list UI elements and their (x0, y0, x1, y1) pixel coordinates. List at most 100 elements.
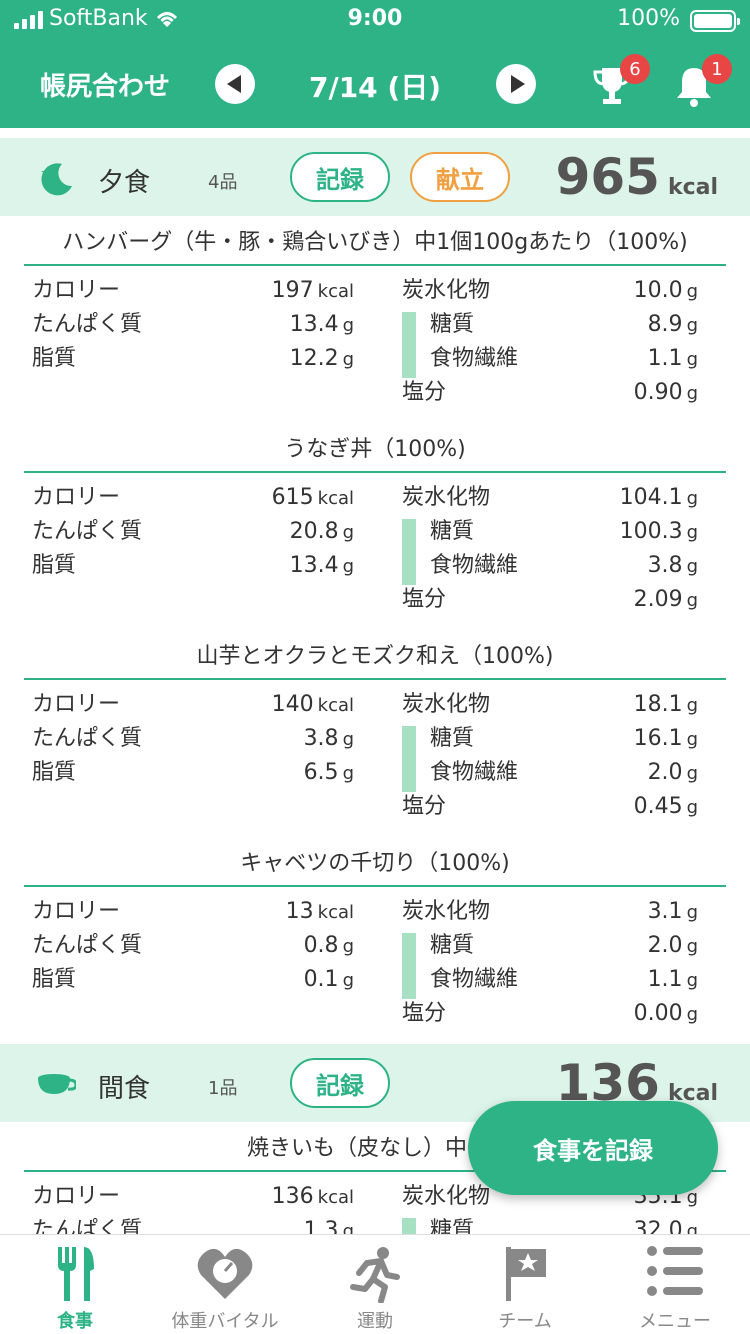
salt-label: 塩分 (402, 1001, 447, 1026)
calorie-label: カロリー (32, 485, 121, 510)
fat-label: 脂質 (32, 346, 77, 371)
food-item[interactable]: 山芋とオクラとモズク和え（100%) カロリー 140 kcal 炭水化物 18.1 g たん… (0, 630, 750, 837)
nutrient-table: カロリー 615 kcal 炭水化物 104.1 g たんぱく質 20.8 g 糖質 100.3 g 脂… (24, 473, 726, 630)
tab-exercise[interactable]: 運動 (300, 1235, 450, 1334)
food-item[interactable]: キャベツの千切り（100%) カロリー 13 kcal 炭水化物 3.1 g たんぱく質 0.8… (0, 837, 750, 1044)
calorie-label: カロリー (32, 278, 121, 303)
protein-label: たんぱく質 (32, 1218, 143, 1234)
nav-bar: 帳尻合わせ 7/14 (日) 6 1 (0, 40, 750, 128)
protein-label: たんぱく質 (32, 933, 143, 958)
notification-button[interactable]: 1 (672, 54, 732, 108)
fiber-value: 1.1 g (647, 346, 698, 371)
fiber-value: 3.8 g (647, 553, 698, 578)
current-date[interactable]: 7/14 (日) (308, 71, 442, 104)
carbs-value: 104.1 g (619, 485, 698, 510)
fork-knife-icon (58, 1247, 94, 1301)
tab-meal[interactable]: 食事 (0, 1235, 150, 1334)
fat-value: 12.2 g (289, 346, 354, 371)
nutrient-table: カロリー 136 kcal 炭水化物 35.1 g たんぱく質 1.3 g 糖質 32.0 g (24, 1172, 726, 1234)
sugar-value: 32.0 g (633, 1218, 698, 1234)
fat-value: 0.1 g (303, 967, 354, 992)
food-name: うなぎ丼（100%) (24, 423, 726, 473)
protein-value: 3.8 g (303, 726, 354, 751)
calorie-value: 140 kcal (271, 692, 354, 717)
meal-item-count: 1品 (208, 1078, 238, 1099)
food-item[interactable]: ハンバーグ（牛・豚・鶏合いびき）中1個100gあたり（100%) カロリー 197 k… (0, 216, 750, 423)
carbs-label: 炭水化物 (402, 485, 491, 510)
tab-team[interactable]: チーム (450, 1235, 600, 1334)
sugar-bar (402, 1218, 416, 1234)
meal-list[interactable]: 夕食 4品 記録 献立 965 kcal ハンバーグ（牛・豚・鶏合いびき）中1個… (0, 128, 750, 1234)
battery-icon (690, 10, 740, 32)
menu-button[interactable]: 献立 (410, 152, 510, 202)
carrier: SoftBank (14, 6, 180, 31)
calorie-value: 197 kcal (271, 278, 354, 303)
food-name: ハンバーグ（牛・豚・鶏合いびき）中1個100gあたり（100%) (24, 216, 726, 266)
salt-label: 塩分 (402, 794, 447, 819)
page-title: 帳尻合わせ (40, 72, 171, 102)
salt-value: 0.90 g (633, 380, 698, 405)
food-item[interactable]: 焼きいも（皮なし）中1本 カロリー 136 kcal 炭水化物 35.1 g たんぱく質 1.3… (0, 1122, 750, 1234)
food-name: 焼きいも（皮なし）中1本 (24, 1122, 726, 1172)
cup-icon (38, 1074, 76, 1094)
salt-label: 塩分 (402, 380, 447, 405)
sugar-bar (402, 726, 416, 792)
sugar-value: 2.0 g (647, 933, 698, 958)
tab-menu[interactable]: メニュー (600, 1235, 750, 1334)
salt-value: 0.00 g (633, 1001, 698, 1026)
protein-value: 13.4 g (289, 312, 354, 337)
record-button[interactable]: 記録 (290, 1058, 390, 1108)
salt-label: 塩分 (402, 587, 447, 612)
sugar-label: 糖質 (430, 519, 475, 544)
trophy-badge: 6 (620, 54, 650, 84)
salt-value: 0.45 g (633, 794, 698, 819)
flag-icon (506, 1247, 546, 1301)
carbs-label: 炭水化物 (402, 899, 491, 924)
tab-bar: 食事 体重バイタル 運動 チーム メニュー (0, 1234, 750, 1334)
wifi-icon (156, 11, 177, 27)
carbs-value: 3.1 g (647, 899, 698, 924)
fiber-value: 2.0 g (647, 760, 698, 785)
record-button[interactable]: 記録 (290, 152, 390, 202)
food-name: キャベツの千切り（100%) (24, 837, 726, 887)
tab-weight-vital[interactable]: 体重バイタル (150, 1235, 300, 1334)
fiber-label: 食物繊維 (430, 760, 519, 785)
sugar-bar (402, 519, 416, 585)
sugar-value: 100.3 g (619, 519, 698, 544)
fiber-label: 食物繊維 (430, 553, 519, 578)
protein-value: 20.8 g (289, 519, 354, 544)
sugar-label: 糖質 (430, 1218, 475, 1234)
calorie-label: カロリー (32, 692, 121, 717)
signal-icon (14, 9, 43, 29)
nutrient-table: カロリー 13 kcal 炭水化物 3.1 g たんぱく質 0.8 g 糖質 2.0 g 脂質 0.1 g 食… (24, 887, 726, 1044)
protein-label: たんぱく質 (32, 726, 143, 751)
status-bar: SoftBank 9:00 100% (0, 0, 750, 40)
trophy-button[interactable]: 6 (590, 54, 650, 108)
fat-value: 6.5 g (303, 760, 354, 785)
meal-total-kcal: 965 kcal (555, 148, 718, 206)
clock: 9:00 (347, 6, 403, 31)
sugar-label: 糖質 (430, 933, 475, 958)
fiber-value: 1.1 g (647, 967, 698, 992)
carbs-label: 炭水化物 (402, 692, 491, 717)
prev-date-button[interactable] (215, 64, 255, 104)
list-icon (647, 1246, 703, 1296)
carbs-label: 炭水化物 (402, 1184, 491, 1209)
sugar-value: 16.1 g (633, 726, 698, 751)
salt-value: 2.09 g (633, 587, 698, 612)
next-date-button[interactable] (496, 64, 536, 104)
sugar-bar (402, 312, 416, 378)
carbs-value: 18.1 g (633, 692, 698, 717)
meal-name: 夕食 (98, 168, 151, 198)
protein-value: 1.3 g (303, 1218, 354, 1234)
battery-percent: 100% (617, 6, 680, 31)
sugar-label: 糖質 (430, 312, 475, 337)
record-meal-button[interactable]: 食事を記録 (468, 1101, 718, 1195)
fat-label: 脂質 (32, 967, 77, 992)
carbs-value: 10.0 g (633, 278, 698, 303)
food-item[interactable]: うなぎ丼（100%) カロリー 615 kcal 炭水化物 104.1 g たんぱく質 20.8… (0, 423, 750, 630)
carrier-label: SoftBank (49, 6, 148, 31)
fiber-label: 食物繊維 (430, 346, 519, 371)
fat-value: 13.4 g (289, 553, 354, 578)
protein-label: たんぱく質 (32, 519, 143, 544)
